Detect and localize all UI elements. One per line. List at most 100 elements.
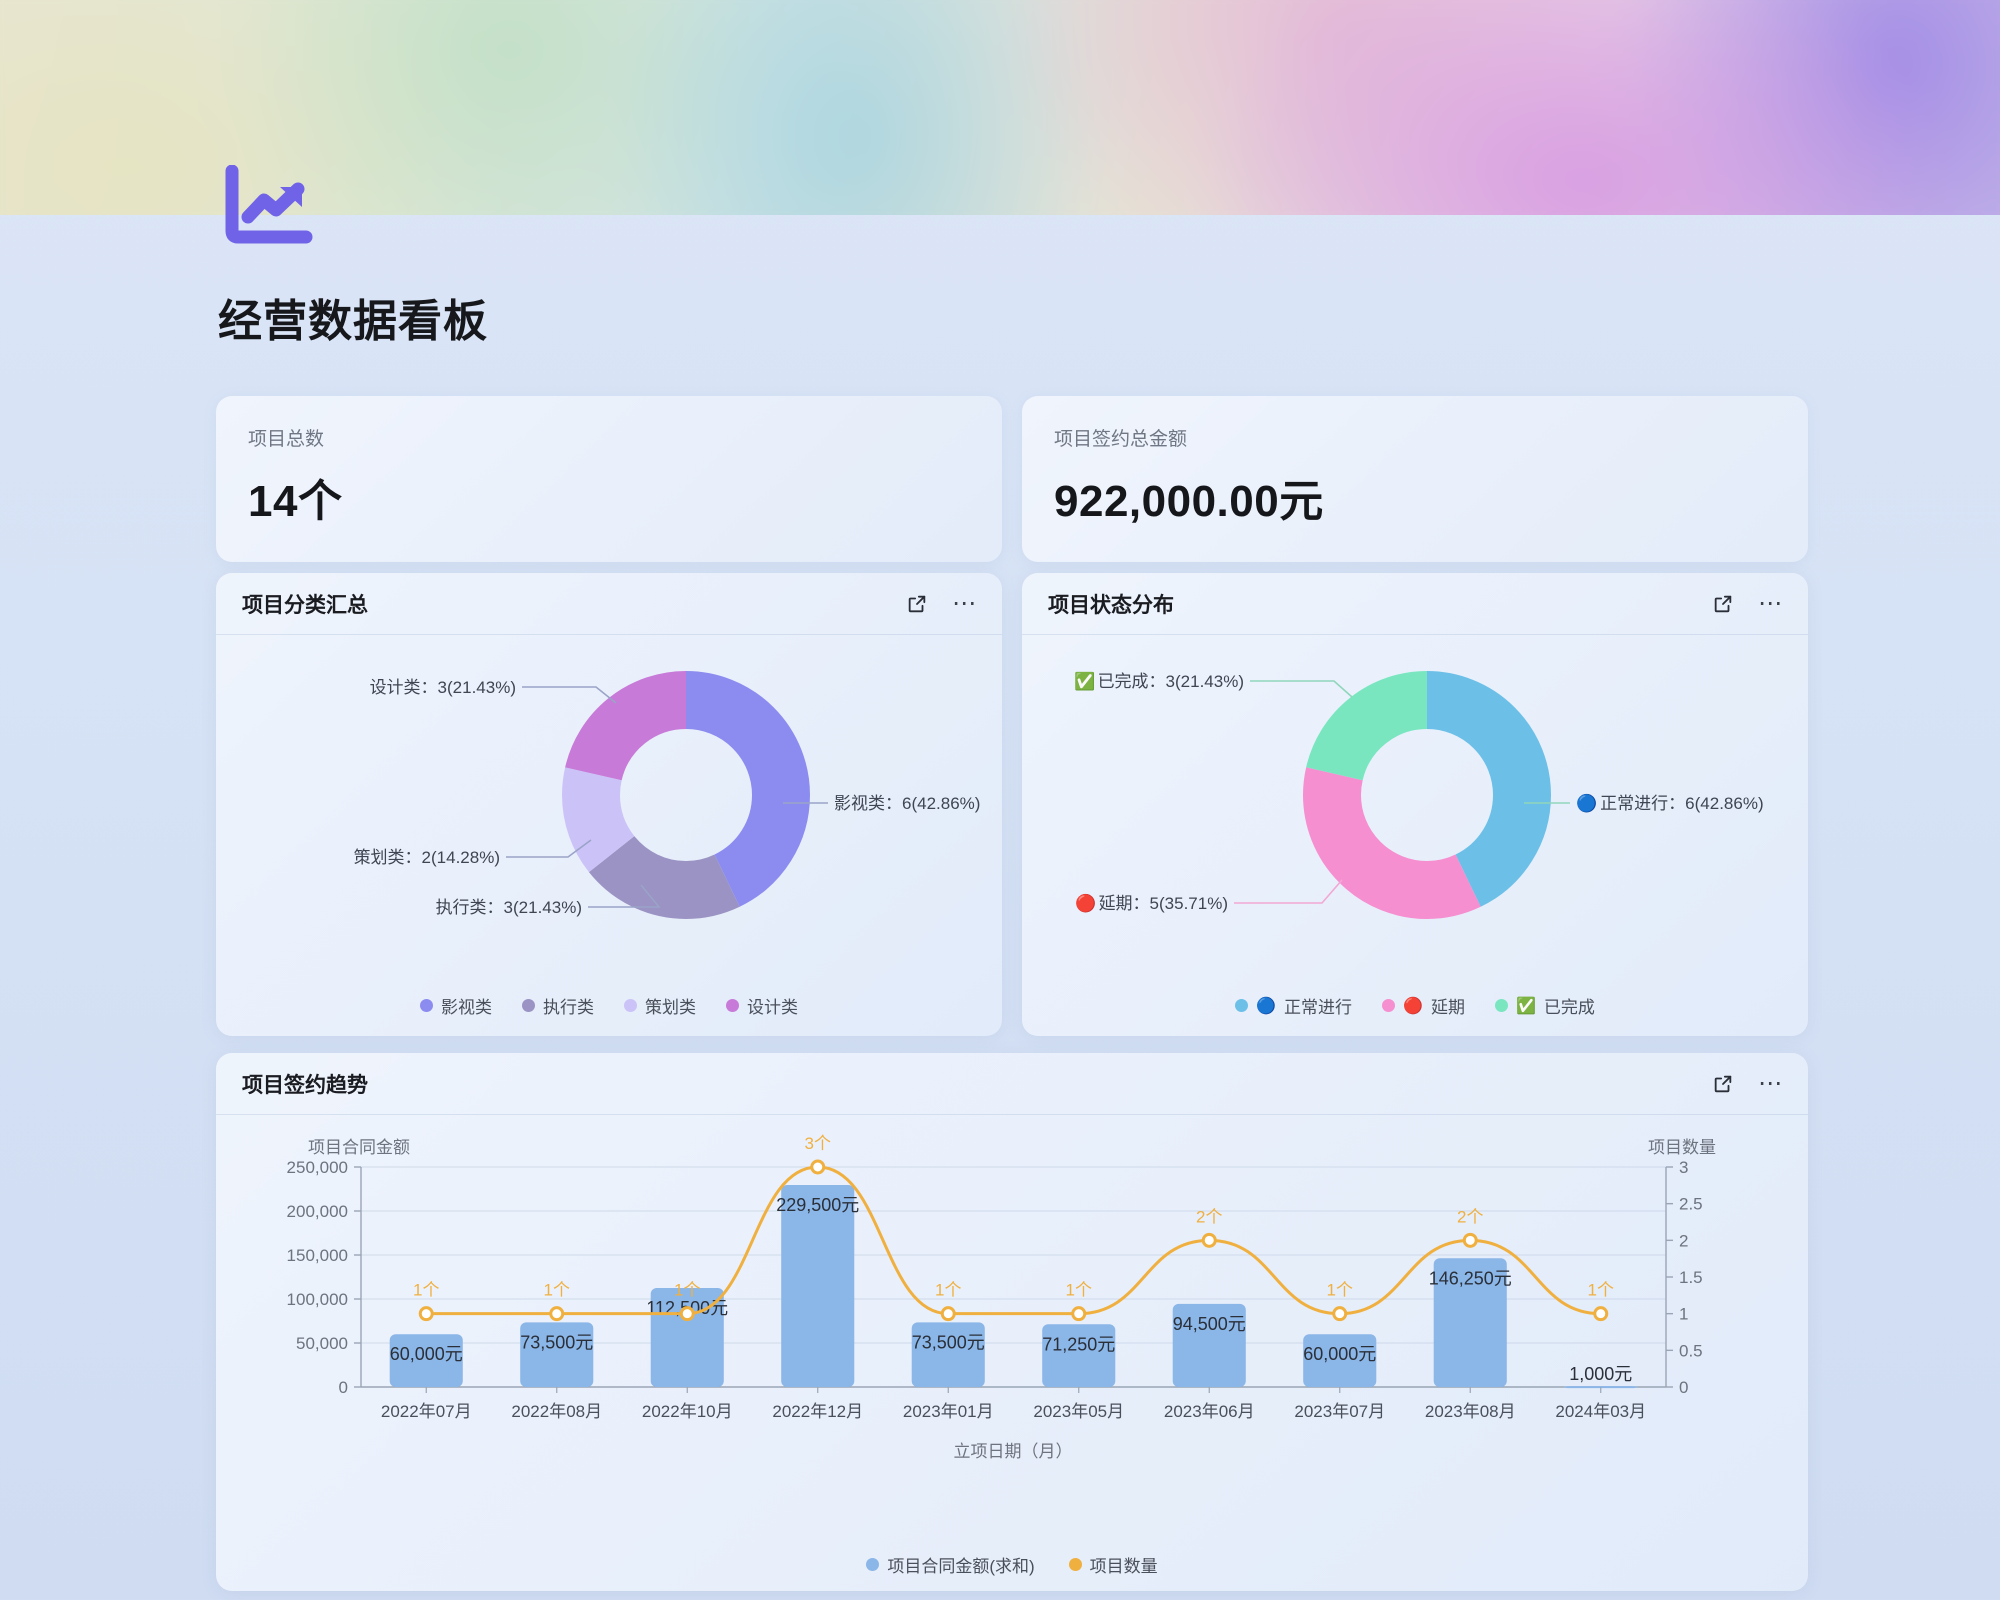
panel-body: 🔵 正常进行：6(42.86%) ✅ 已完成：3(21.43%) 🔴 延期：5(35.…	[1022, 635, 1808, 1036]
x-tick-label: 2022年08月	[511, 1402, 602, 1421]
y2-tick-label: 0.5	[1679, 1341, 1703, 1360]
legend-item[interactable]: 项目合同金额(求和)	[866, 1552, 1035, 1577]
legend-label: 影视类	[441, 998, 492, 1017]
legend-color-dot	[1382, 999, 1396, 1012]
x-tick-label: 2022年10月	[642, 1402, 733, 1421]
more-options-icon[interactable]: ⋯	[1758, 1071, 1784, 1097]
bar[interactable]	[520, 1322, 594, 1387]
legend-color-dot	[726, 999, 739, 1012]
line-point[interactable]	[549, 1306, 565, 1322]
x-axis-title: 立项日期（月）	[954, 1442, 1073, 1461]
line-value-label: 2个	[1457, 1207, 1483, 1226]
legend-label: 设计类	[747, 998, 798, 1017]
bar-value-label: 1,000元	[1569, 1364, 1632, 1384]
external-link-icon[interactable]	[904, 591, 930, 617]
y2-tick-label: 2	[1679, 1231, 1688, 1250]
legend-item[interactable]: 设计类	[726, 993, 798, 1018]
line-point[interactable]	[679, 1306, 695, 1322]
legend-item[interactable]: 项目数量	[1068, 1552, 1158, 1577]
decorative-gradient-banner	[0, 0, 2000, 215]
bar-value-label: 146,250元	[1429, 1268, 1512, 1288]
bar[interactable]	[1042, 1324, 1116, 1387]
panel-actions: ⋯	[1710, 573, 1784, 634]
bar-value-label: 73,500元	[912, 1332, 985, 1352]
legend-item[interactable]: ✅ 已完成	[1494, 993, 1595, 1018]
more-options-icon[interactable]: ⋯	[1758, 591, 1784, 617]
y2-tick-label: 0	[1679, 1378, 1688, 1397]
legend-item[interactable]: 🔴 延期	[1382, 993, 1465, 1018]
panel-header: 项目状态分布 ⋯	[1022, 573, 1808, 635]
legend-color-dot	[1235, 999, 1249, 1012]
bar[interactable]	[1433, 1258, 1507, 1387]
y2-axis-title: 项目数量	[1648, 1138, 1716, 1157]
bar[interactable]	[389, 1334, 463, 1387]
y2-tick-label: 2.5	[1679, 1195, 1703, 1214]
y-axis-title: 项目合同金额	[308, 1138, 410, 1157]
y-axis-ticks: 0 50,000 100,000 150,000 200,000 250,000	[287, 1158, 361, 1397]
pie-label-emoji: 🔴	[1075, 893, 1096, 913]
line-value-label: 1个	[674, 1281, 700, 1300]
y-tick-label: 150,000	[287, 1246, 348, 1265]
bar-series: 60,000元73,500元112,500元229,500元73,500元71,…	[389, 1185, 1638, 1389]
pie-label-text: 正常进行：6(42.86%)	[1600, 794, 1763, 813]
kpi-label: 项目签约总金额	[1054, 429, 1188, 450]
line-value-label: 2个	[1196, 1207, 1222, 1226]
legend-label: 执行类	[543, 998, 594, 1017]
legend-color-dot	[624, 999, 637, 1012]
pie-slice-label: 策划类：2(14.28%)	[354, 848, 500, 867]
more-options-icon[interactable]: ⋯	[952, 591, 978, 617]
legend-color-dot	[866, 1558, 880, 1571]
pie-slice-label: 🔴 延期：5(35.71%)	[1075, 893, 1228, 913]
pie-legend-category: 影视类 执行类 策划类 设计类	[216, 993, 1002, 1018]
legend-label: 正常进行	[1284, 998, 1353, 1017]
line-point[interactable]	[1462, 1232, 1478, 1248]
external-link-icon[interactable]	[1710, 591, 1736, 617]
line-value-label: 1个	[544, 1281, 570, 1300]
kpi-label: 项目总数	[248, 429, 325, 450]
bar-value-label: 60,000元	[390, 1344, 463, 1364]
line-point[interactable]	[1071, 1306, 1087, 1322]
line-value-label: 1个	[413, 1281, 439, 1300]
legend-label: 项目数量	[1089, 1557, 1158, 1576]
bar[interactable]	[781, 1185, 855, 1387]
kpi-value: 922,000.00元	[1054, 477, 1324, 526]
legend-item[interactable]: 执行类	[522, 993, 594, 1018]
page-title: 经营数据看板	[218, 297, 488, 346]
line-point[interactable]	[1332, 1306, 1348, 1322]
legend-color-dot	[1494, 999, 1508, 1012]
x-tick-label: 2022年12月	[772, 1402, 863, 1421]
external-link-icon[interactable]	[1710, 1071, 1736, 1097]
line-point[interactable]	[1201, 1232, 1217, 1248]
kpi-card-total-amount: 项目签约总金额 922,000.00元	[1022, 396, 1808, 562]
line-chart-up-icon	[222, 164, 314, 245]
line-point[interactable]	[418, 1306, 434, 1322]
y-tick-label: 250,000	[287, 1158, 348, 1177]
line-point[interactable]	[940, 1306, 956, 1322]
bar[interactable]	[1303, 1334, 1377, 1387]
more-dots: ⋯	[1758, 1069, 1784, 1097]
bar[interactable]	[1172, 1303, 1246, 1387]
donut-chart-status: 🔵 正常进行：6(42.86%) ✅ 已完成：3(21.43%) 🔴 延期：5(35.…	[1022, 635, 1808, 975]
bar[interactable]	[911, 1322, 985, 1387]
panel-actions: ⋯	[1710, 1053, 1784, 1114]
line-point[interactable]	[1593, 1306, 1609, 1322]
bar-value-label: 73,500元	[520, 1332, 593, 1352]
x-tick-label: 2022年07月	[381, 1402, 472, 1421]
pie-slice-label: 设计类：3(21.43%)	[370, 678, 516, 697]
trend-line	[424, 1165, 1603, 1316]
legend-emoji: ✅	[1515, 997, 1536, 1015]
more-dots: ⋯	[1758, 589, 1784, 617]
donut-chart-category: 影视类：6(42.86%) 设计类：3(21.43%) 策划类：2(14.28%…	[216, 635, 1002, 975]
legend-item[interactable]: 影视类	[420, 993, 492, 1018]
legend-color-dot	[420, 999, 433, 1012]
legend-item[interactable]: 策划类	[624, 993, 696, 1018]
panel-title: 项目签约趋势	[242, 1073, 368, 1097]
legend-item[interactable]: 🔵 正常进行	[1235, 993, 1352, 1018]
x-tick-label: 2023年08月	[1425, 1402, 1516, 1421]
legend-label: 已完成	[1543, 998, 1595, 1017]
pie-slice-label: 影视类：6(42.86%)	[834, 794, 980, 813]
line-point[interactable]	[810, 1159, 826, 1175]
line-series: 1个 1个 1个 3个 1个 1个 2个 1个 2个 1个	[413, 1134, 1614, 1322]
panel-actions: ⋯	[904, 573, 978, 634]
x-tick-label: 2023年07月	[1294, 1402, 1385, 1421]
